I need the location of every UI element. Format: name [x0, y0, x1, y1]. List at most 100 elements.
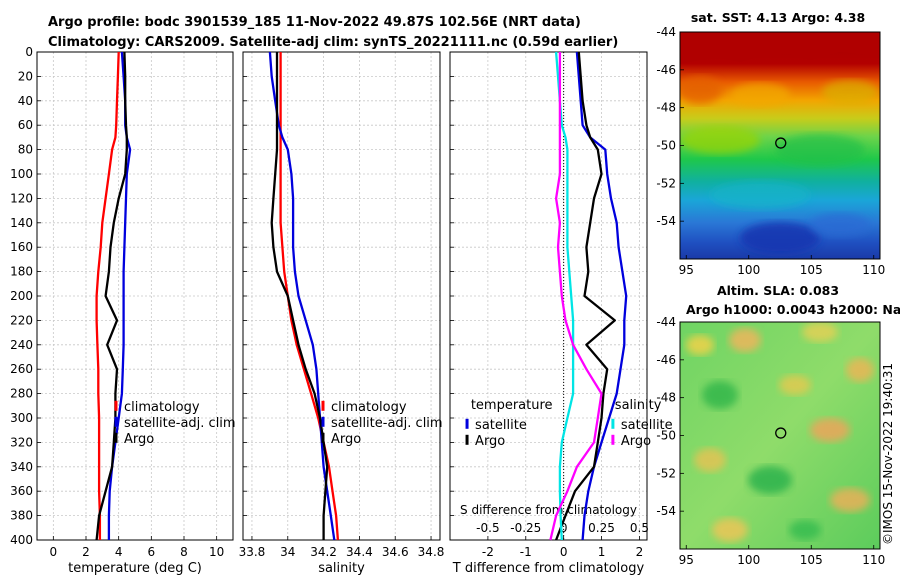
x-tick-label: -1	[520, 545, 532, 559]
x-tick-label: -2	[482, 545, 494, 559]
map-y-tick-label: -54	[656, 504, 676, 518]
map-x-tick-label: 95	[679, 263, 694, 277]
series-line-argo	[270, 52, 329, 540]
y-tick-label: 260	[10, 362, 33, 376]
x-axis-label: salinity	[318, 561, 365, 576]
sla-map-image	[680, 322, 880, 549]
y-tick-label: 380	[10, 509, 33, 523]
s-difference-tick-label: -0.25	[510, 521, 541, 535]
y-tick-label: 80	[18, 143, 33, 157]
map-x-tick-label: 105	[800, 263, 823, 277]
series-line-climatology	[279, 52, 340, 541]
y-tick-label: 120	[10, 191, 33, 205]
map-y-tick-label: -48	[656, 391, 676, 405]
x-tick-label: 0	[560, 545, 568, 559]
sst-map-axes: 95 100 105 110 -44 -46 -48 -50 -52 -54	[656, 25, 885, 277]
y-tick-label: 300	[10, 411, 33, 425]
y-tick-label: 0	[25, 45, 33, 59]
x-tick-label: 1	[598, 545, 606, 559]
map-x-tick-label: 95	[679, 553, 694, 567]
sla-map-subtitle: Argo h1000: 0.0043 h2000: NaN	[686, 302, 900, 317]
sla-argo-location-marker	[775, 427, 787, 439]
map-x-tick-label: 105	[800, 553, 823, 567]
legend-label: satellite	[475, 418, 527, 433]
map-y-tick-label: -46	[656, 353, 676, 367]
map-x-tick-label: 110	[862, 553, 885, 567]
x-tick-label: 34.6	[382, 545, 409, 559]
y-tick-label: 360	[10, 484, 33, 498]
legend-label: climatology	[124, 400, 200, 415]
x-tick-label: 8	[180, 545, 188, 559]
map-y-tick-label: -48	[656, 101, 676, 115]
s-difference-axis-label: S difference from climatology	[460, 503, 637, 517]
sst-argo-location-marker	[775, 137, 787, 149]
y-tick-label: 40	[18, 94, 33, 108]
x-tick-label: 0	[50, 545, 58, 559]
difference-profile-panel: -2 -1 0 1 2 T difference from climatology S di…	[449, 51, 673, 576]
header-title-line2: Climatology: CARS2009. Satellite-adj cli…	[48, 35, 618, 50]
header-title-line1: Argo profile: bodc 3901539_185 11-Nov-20…	[48, 15, 581, 30]
x-axis-label: T difference from climatology	[452, 561, 645, 576]
sla-map-title: Altim. SLA: 0.083	[717, 283, 839, 298]
x-tick-label: 2	[636, 545, 644, 559]
map-x-tick-label: 110	[862, 263, 885, 277]
legend-label: satellite-adj. clim	[124, 416, 236, 431]
x-tick-label: 34.4	[346, 545, 373, 559]
map-y-tick-label: -46	[656, 63, 676, 77]
y-tick-label: 400	[10, 533, 33, 547]
x-tick-label: 33.8	[239, 545, 266, 559]
s-difference-tick-label: 0.25	[588, 521, 615, 535]
map-x-tick-label: 100	[737, 263, 760, 277]
y-tick-label: 340	[10, 460, 33, 474]
series-line-s-satellite	[554, 51, 575, 541]
s-difference-tick-label: -0.5	[476, 521, 499, 535]
legend-label: Argo	[124, 432, 154, 447]
series-line-climatology	[95, 51, 120, 540]
y-tick-label: 60	[18, 118, 33, 132]
sla-map-axes: 95 100 105 110 -44 -46 -48 -50 -52 -54	[656, 315, 885, 567]
x-tick-label: 6	[148, 545, 156, 559]
imos-timestamp: ©IMOS 15-Nov-2022 19:40:31	[881, 363, 895, 545]
map-y-tick-label: -52	[656, 176, 676, 190]
y-tick-label: 320	[10, 435, 33, 449]
y-tick-label: 100	[10, 167, 33, 181]
legend-label: Argo	[475, 434, 505, 449]
s-difference-tick-label: 0	[560, 521, 568, 535]
y-tick-label: 20	[18, 69, 33, 83]
x-tick-label: 4	[115, 545, 123, 559]
s-difference-tick-label: 0.5	[630, 521, 649, 535]
sst-map-image	[680, 32, 880, 259]
map-y-tick-label: -54	[656, 214, 676, 228]
y-tick-label: 160	[10, 240, 33, 254]
map-y-tick-label: -50	[656, 429, 676, 443]
map-y-tick-label: -50	[656, 139, 676, 153]
y-tick-label: 240	[10, 338, 33, 352]
map-y-tick-label: -44	[656, 25, 676, 39]
y-tick-label: 200	[10, 289, 33, 303]
x-tick-label: 34	[280, 545, 295, 559]
y-tick-label: 220	[10, 313, 33, 327]
y-tick-label: 280	[10, 387, 33, 401]
x-tick-label: 34.8	[418, 545, 445, 559]
legend-label: Argo	[331, 432, 361, 447]
legend-label: Argo	[621, 434, 651, 449]
x-tick-label: 10	[209, 545, 224, 559]
legend-label: satellite	[621, 418, 673, 433]
legend-label: satellite-adj. clim	[331, 416, 443, 431]
legend-temperature-title: temperature	[471, 398, 553, 413]
series-line-satellite-adj-clim	[268, 51, 336, 541]
salinity-profile-panel: 33.8 34 34.2 34.4 34.6 34.8 salinity climatolog…	[239, 51, 445, 576]
x-axis-label: temperature (deg C)	[68, 561, 202, 576]
legend-salinity-title: salinity	[615, 398, 662, 413]
map-x-tick-label: 100	[737, 553, 760, 567]
x-tick-label: 2	[82, 545, 90, 559]
x-tick-label: 34.2	[310, 545, 337, 559]
series-line-t-satellite	[575, 51, 628, 541]
series-line-t-argo	[555, 51, 616, 541]
map-y-tick-label: -44	[656, 315, 676, 329]
map-y-tick-label: -52	[656, 466, 676, 480]
y-tick-label: 180	[10, 265, 33, 279]
legend-label: climatology	[331, 400, 407, 415]
temperature-profile-panel: 0204060801001201401601802002202402602803…	[10, 45, 236, 576]
